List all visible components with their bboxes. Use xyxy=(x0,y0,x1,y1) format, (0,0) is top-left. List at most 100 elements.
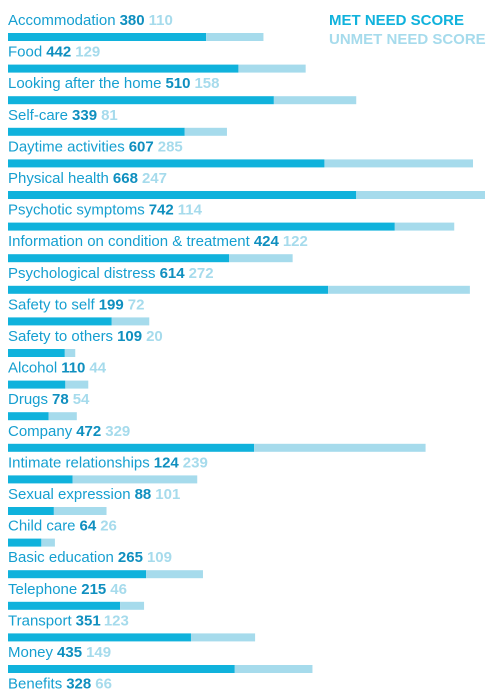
unmet-value: 26 xyxy=(100,518,117,535)
unmet-value: 114 xyxy=(178,202,203,219)
row-label: Money 435 149 xyxy=(8,644,111,661)
category-name: Daytime activities xyxy=(8,138,125,155)
category-name: Telephone xyxy=(8,581,77,598)
category-name: Drugs xyxy=(8,391,48,408)
met-value: 124 xyxy=(154,454,180,471)
met-value: 351 xyxy=(76,612,101,629)
category-name: Psychotic symptoms xyxy=(8,202,145,219)
category-name: Food xyxy=(8,44,42,61)
bar-segment xyxy=(8,64,239,73)
met-value: 215 xyxy=(81,581,106,598)
bar-segment xyxy=(8,317,112,326)
bar-segment xyxy=(8,33,207,41)
bar-segment xyxy=(53,507,107,515)
bar-segment xyxy=(8,349,65,357)
category-name: Safety to self xyxy=(8,296,96,313)
bar-segment xyxy=(8,633,191,642)
unmet-value: 66 xyxy=(95,676,112,693)
bar-segment xyxy=(8,191,357,199)
bar-segment xyxy=(324,159,474,168)
met-value: 88 xyxy=(135,486,152,503)
row-label: Self-care 339 81 xyxy=(8,107,118,124)
met-value: 265 xyxy=(118,549,143,566)
row-label: Information on condition & treatment 424 1… xyxy=(8,233,308,250)
bar-segment xyxy=(8,538,42,547)
bar-segment xyxy=(8,159,325,168)
row-label: Company 472 329 xyxy=(8,423,130,440)
unmet-value: 20 xyxy=(146,328,163,345)
row-label: Psychotic symptoms 742 114 xyxy=(8,202,203,219)
met-value: 510 xyxy=(165,75,190,92)
met-value: 78 xyxy=(52,391,69,408)
bar-segment xyxy=(64,349,76,357)
unmet-value: 110 xyxy=(149,12,173,29)
category-name: Self-care xyxy=(8,107,68,124)
bar-segment xyxy=(238,64,306,73)
unmet-value: 109 xyxy=(147,549,172,566)
unmet-value: 44 xyxy=(89,360,106,377)
bar-segment xyxy=(8,507,54,515)
unmet-value: 149 xyxy=(86,644,111,661)
category-name: Psychological distress xyxy=(8,265,156,282)
bar-segment xyxy=(273,96,357,105)
category-name: Alcohol xyxy=(8,360,57,377)
category-name: Safety to others xyxy=(8,328,113,345)
unmet-value: 101 xyxy=(155,486,180,503)
met-value: 614 xyxy=(160,265,186,282)
bar-segment xyxy=(8,96,274,105)
bar-segment xyxy=(120,601,145,610)
row-label: Benefits 328 66 xyxy=(8,676,112,693)
met-value: 442 xyxy=(46,44,71,61)
bar-segment xyxy=(8,285,329,294)
bar-segment xyxy=(72,475,198,484)
bar-segment xyxy=(234,665,313,673)
met-value: 199 xyxy=(99,296,124,313)
bar-segment xyxy=(111,317,150,326)
unmet-value: 122 xyxy=(283,233,308,250)
category-name: Sexual expression xyxy=(8,486,131,503)
unmet-value: 46 xyxy=(110,581,127,598)
bar-segment xyxy=(41,538,55,547)
met-value: 472 xyxy=(76,423,101,440)
row-label: Food 442 129 xyxy=(8,44,100,61)
bar-segment xyxy=(8,443,255,452)
category-name: Intimate relationships xyxy=(8,454,150,471)
unmet-value: 81 xyxy=(101,107,118,124)
category-name: Transport xyxy=(8,612,72,629)
unmet-value: 272 xyxy=(189,265,214,282)
bar-segment xyxy=(394,222,455,231)
row-label: Safety to others 109 20 xyxy=(8,328,163,345)
category-name: Company xyxy=(8,423,73,440)
bar-segment xyxy=(206,33,264,41)
unmet-value: 247 xyxy=(142,170,167,187)
bar-segment xyxy=(8,254,230,263)
bar-segment xyxy=(356,191,485,199)
unmet-value: 158 xyxy=(194,75,219,92)
met-value: 109 xyxy=(117,328,142,345)
category-name: Physical health xyxy=(8,170,109,187)
category-name: Benefits xyxy=(8,676,62,693)
bar-segment xyxy=(8,412,49,421)
bar-segment xyxy=(8,570,147,579)
row-label: Transport 351 123 xyxy=(8,612,129,629)
met-value: 742 xyxy=(149,202,174,219)
row-label: Child care 64 26 xyxy=(8,518,117,535)
bar-segment xyxy=(254,443,426,452)
bar-segment xyxy=(48,412,77,421)
bar-segment xyxy=(184,127,227,136)
legend-unmet: UNMET NEED SCORE xyxy=(329,31,486,48)
bar-segment xyxy=(8,222,395,231)
met-value: 64 xyxy=(80,518,97,535)
unmet-value: 329 xyxy=(105,423,130,440)
row-label: Basic education 265 109 xyxy=(8,549,172,566)
row-label: Looking after the home 510 158 xyxy=(8,75,220,92)
met-value: 435 xyxy=(57,644,82,661)
met-value: 380 xyxy=(120,12,145,29)
category-name: Child care xyxy=(8,518,76,535)
met-value: 339 xyxy=(72,107,97,124)
bar-segment xyxy=(8,665,235,673)
unmet-value: 285 xyxy=(158,138,183,155)
category-name: Basic education xyxy=(8,549,114,566)
unmet-value: 72 xyxy=(128,296,145,313)
row-label: Drugs 78 54 xyxy=(8,391,90,408)
